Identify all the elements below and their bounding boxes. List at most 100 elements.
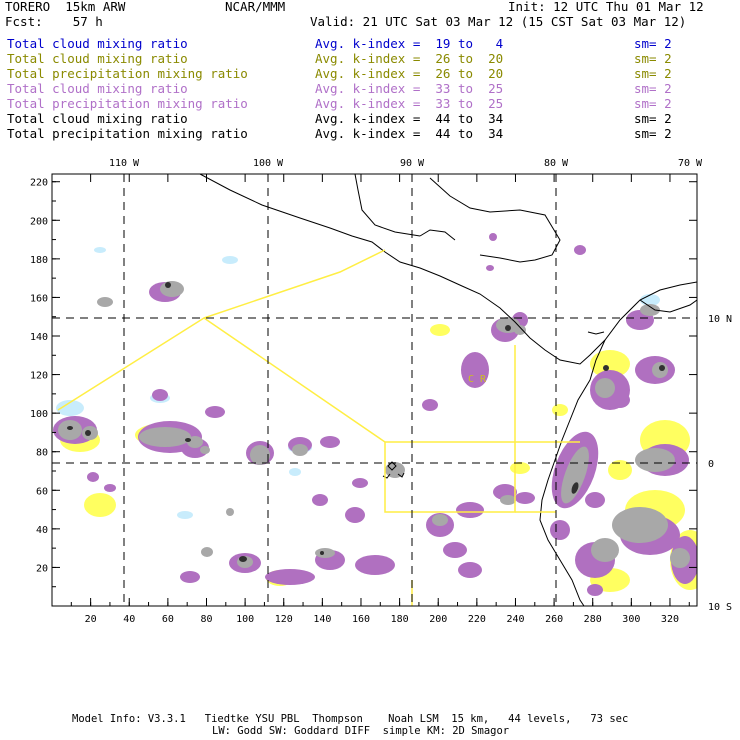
yellow-cell — [552, 404, 568, 416]
light-blue-cell — [222, 256, 238, 264]
lat-label: 10 S — [708, 602, 732, 613]
legend-field-6: Total precipitation mixing ratio — [7, 126, 248, 141]
x-tick-label: 20 — [85, 614, 97, 625]
physics-info: LW: Godd SW: Goddard DIFF simple KM: 2D … — [212, 725, 510, 737]
purple-cell — [585, 492, 605, 508]
x-tick-label: 240 — [506, 614, 524, 625]
gray-cell — [514, 325, 526, 335]
purple-cell — [205, 406, 225, 418]
purple-cell — [352, 478, 368, 488]
purple-cell — [180, 571, 200, 583]
purple-cell — [87, 472, 99, 482]
purple-cell — [320, 436, 340, 448]
legend-k-2: Avg. k-index = 26 to 20 — [315, 66, 504, 81]
x-tick-label: 280 — [584, 614, 602, 625]
gray-cell — [500, 495, 516, 505]
init-time: Init: 12 UTC Thu 01 Mar 12 — [508, 0, 704, 14]
legend-sm-5: sm= 2 — [634, 111, 672, 126]
purple-cell — [461, 352, 489, 388]
x-tick-label: 120 — [275, 614, 293, 625]
purple-cell — [422, 399, 438, 411]
gray-cell — [640, 304, 660, 316]
legend-sm-0: sm= 2 — [634, 36, 672, 51]
dark-cell — [320, 551, 324, 555]
purple-cell — [610, 392, 630, 408]
purple-cell — [312, 494, 328, 506]
y-tick-label: 80 — [36, 448, 48, 459]
x-tick-label: 200 — [429, 614, 447, 625]
dark-cell — [185, 438, 191, 442]
precipitation-fields — [53, 233, 697, 596]
model-title: TORERO 15km ARW — [5, 0, 126, 14]
purple-cell — [456, 502, 484, 518]
purple-cell — [489, 233, 497, 241]
purple-cell — [265, 569, 315, 585]
yellow-cell — [608, 460, 632, 480]
x-tick-label: 140 — [313, 614, 331, 625]
x-tick-label: 80 — [200, 614, 212, 625]
legend-field-2: Total precipitation mixing ratio — [7, 66, 248, 81]
legend-sm-1: sm= 2 — [634, 51, 672, 66]
legend-k-5: Avg. k-index = 44 to 34 — [315, 111, 504, 126]
light-blue-cell — [177, 511, 193, 519]
x-tick-label: 160 — [352, 614, 370, 625]
gray-cell — [160, 281, 184, 297]
lat-label: 0 — [708, 459, 714, 470]
gray-cell — [226, 508, 234, 516]
lon-label: 80 W — [544, 158, 569, 169]
valid-time: Valid: 21 UTC Sat 03 Mar 12 (15 CST Sat … — [310, 14, 687, 29]
y-tick-label: 20 — [36, 563, 48, 574]
legend-field-0: Total cloud mixing ratio — [7, 36, 188, 51]
legend-k-1: Avg. k-index = 26 to 20 — [315, 51, 504, 66]
purple-cell — [345, 507, 365, 523]
gray-cell — [292, 444, 308, 456]
y-tick-label: 200 — [30, 216, 48, 227]
x-tick-label: 300 — [622, 614, 640, 625]
gray-cell — [187, 436, 203, 448]
dark-cell — [165, 282, 171, 288]
dark-cell — [505, 325, 511, 331]
dark-cell — [67, 426, 73, 430]
lon-label: 70 W — [678, 158, 703, 169]
purple-cell — [152, 389, 168, 401]
purple-cell — [104, 484, 116, 492]
axis-tick-labels: 20 40 60 80 100 120 140 160 180 200 220 240 260 280 30… — [30, 158, 732, 625]
gray-cell — [250, 445, 270, 465]
purple-cell — [443, 542, 467, 558]
yellow-cell — [84, 493, 116, 517]
dark-cell — [85, 430, 91, 436]
lat-label: 10 N — [708, 314, 732, 325]
gray-cell — [612, 507, 668, 543]
lon-label: 100 W — [253, 158, 284, 169]
yellow-cell — [430, 324, 450, 336]
coastline — [199, 174, 697, 606]
legend-sm-4: sm= 2 — [634, 96, 672, 111]
yellow-cell — [590, 350, 630, 378]
y-tick-label: 160 — [30, 293, 48, 304]
y-tick-label: 140 — [30, 332, 48, 343]
legend-k-0: Avg. k-index = 19 to 4 — [315, 36, 504, 51]
model-info: Model Info: V3.3.1 Tiedtke YSU PBL Thomp… — [72, 713, 629, 725]
x-tick-label: 260 — [545, 614, 563, 625]
y-tick-label: 180 — [30, 255, 48, 266]
yellow-cell — [510, 462, 530, 474]
x-tick-label: 60 — [162, 614, 174, 625]
legend-field-1: Total cloud mixing ratio — [7, 51, 188, 66]
gray-cell — [670, 548, 690, 568]
x-tick-label: 320 — [661, 614, 679, 625]
purple-cell — [486, 265, 494, 271]
legend-field-4: Total precipitation mixing ratio — [7, 96, 248, 111]
light-blue-cell — [94, 247, 106, 253]
dark-cell — [239, 556, 247, 562]
dark-cell — [571, 482, 579, 494]
dark-cell — [603, 365, 609, 371]
light-blue-cell — [56, 400, 84, 416]
y-tick-label: 60 — [36, 486, 48, 497]
x-tick-label: 40 — [123, 614, 135, 625]
x-tick-label: 180 — [391, 614, 409, 625]
legend-k-3: Avg. k-index = 33 to 25 — [315, 81, 504, 96]
gray-cell — [315, 548, 335, 558]
purple-cell — [458, 562, 482, 578]
gray-cell — [432, 514, 448, 526]
